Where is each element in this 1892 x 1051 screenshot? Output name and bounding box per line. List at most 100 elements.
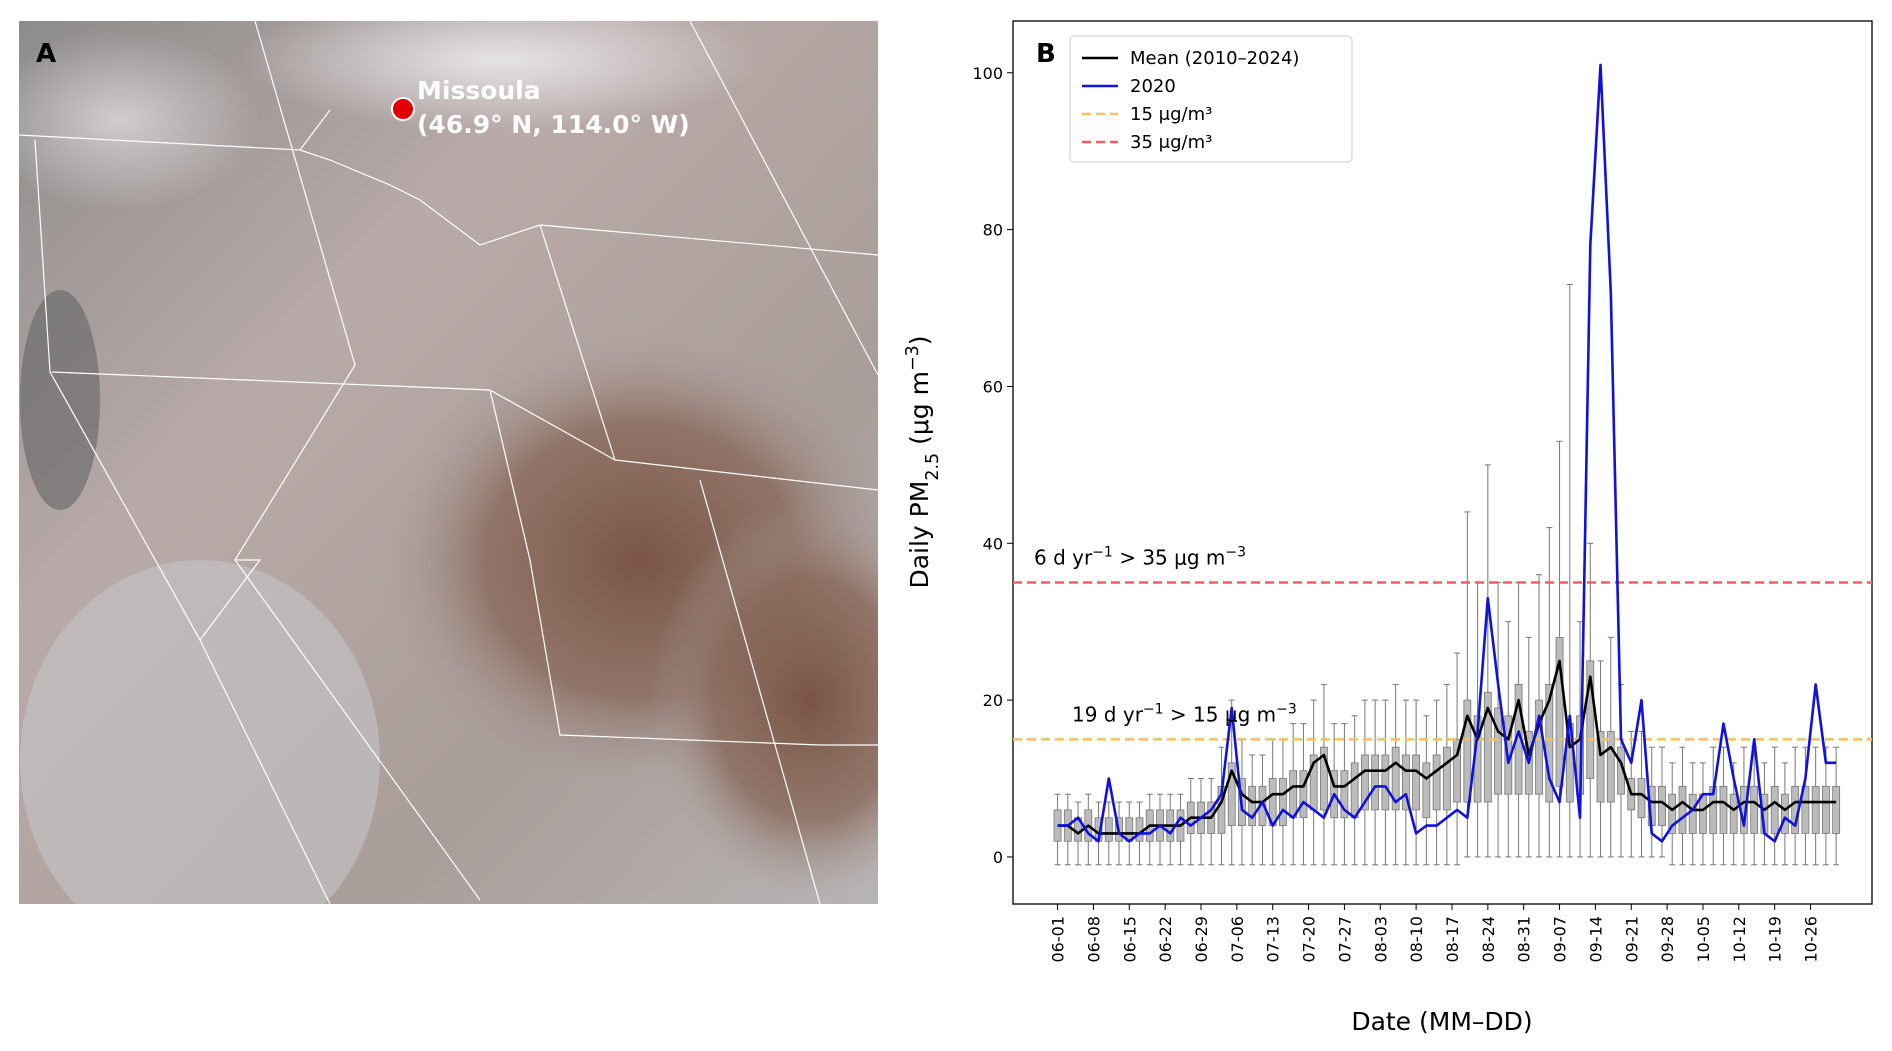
box bbox=[1535, 699, 1543, 795]
city-name: Missoula bbox=[417, 76, 541, 105]
series-line bbox=[1057, 659, 1837, 835]
x-tick-label: 07-06 bbox=[1228, 916, 1247, 963]
city-coords: (46.9° N, 114.0° W) bbox=[417, 110, 690, 139]
x-tick-label: 08-31 bbox=[1515, 916, 1534, 963]
text-part: > 15 μg m bbox=[1164, 702, 1277, 726]
box bbox=[1811, 785, 1820, 834]
x-tick-label: 09-07 bbox=[1551, 916, 1570, 963]
box bbox=[1104, 817, 1113, 842]
box bbox=[1801, 785, 1810, 834]
box bbox=[1688, 793, 1697, 834]
box bbox=[1606, 731, 1615, 803]
legend-label: 2020 bbox=[1130, 76, 1176, 97]
text-part: −3 bbox=[1225, 544, 1246, 560]
text-part: (μg m bbox=[905, 371, 934, 453]
x-tick-label: 10-12 bbox=[1730, 916, 1749, 963]
box bbox=[1320, 746, 1328, 811]
box bbox=[1135, 817, 1144, 842]
text-part: −3 bbox=[903, 345, 923, 371]
box bbox=[1432, 754, 1441, 811]
x-tick-label: 07-27 bbox=[1335, 916, 1354, 963]
box bbox=[1658, 785, 1666, 826]
box bbox=[1832, 785, 1841, 834]
box bbox=[1750, 785, 1759, 834]
x-tick-label: 08-17 bbox=[1443, 916, 1462, 963]
x-tick-label: 09-14 bbox=[1586, 916, 1605, 963]
box bbox=[1442, 746, 1451, 811]
legend-label: Mean (2010–2024) bbox=[1130, 48, 1299, 69]
text-part: > 35 μg m bbox=[1113, 545, 1226, 569]
box bbox=[1422, 762, 1431, 819]
text-part: 6 d yr bbox=[1034, 545, 1093, 569]
plot-frame bbox=[1012, 20, 1873, 905]
text-part: −1 bbox=[1092, 544, 1113, 560]
x-tick-label: 06-29 bbox=[1192, 916, 1211, 963]
x-tick-label: 10-05 bbox=[1694, 916, 1713, 963]
satellite-map bbox=[19, 21, 878, 904]
box bbox=[1279, 778, 1287, 826]
text-part: −3 bbox=[1276, 701, 1297, 717]
box bbox=[1391, 746, 1400, 811]
x-tick-label: 10-19 bbox=[1766, 916, 1785, 963]
box bbox=[1596, 731, 1605, 803]
box bbox=[1637, 778, 1646, 819]
box bbox=[1412, 754, 1421, 811]
x-tick-label: 07-13 bbox=[1264, 916, 1283, 963]
box bbox=[1248, 785, 1257, 826]
legend-label: 15 μg/m³ bbox=[1130, 104, 1212, 125]
series-line bbox=[1057, 63, 1837, 843]
box bbox=[1401, 754, 1410, 811]
x-tick-label: 09-21 bbox=[1622, 916, 1641, 963]
y-tick-label: 0 bbox=[993, 848, 1003, 867]
box bbox=[1453, 738, 1461, 803]
y-tick-label: 60 bbox=[983, 377, 1003, 396]
text-part: Daily PM bbox=[905, 481, 934, 589]
box bbox=[1770, 785, 1779, 834]
box bbox=[1360, 754, 1369, 811]
box bbox=[1555, 636, 1564, 787]
box bbox=[1668, 793, 1677, 834]
x-tick-label: 08-03 bbox=[1371, 916, 1390, 963]
x-tick-label: 06-08 bbox=[1084, 916, 1103, 963]
box bbox=[1227, 762, 1236, 826]
x-axis-label: Date (MM–DD) bbox=[1351, 1007, 1532, 1036]
x-tick-label: 09-28 bbox=[1658, 916, 1677, 963]
text-part: ) bbox=[905, 335, 934, 345]
x-tick-label: 08-10 bbox=[1407, 916, 1426, 963]
y-axis-label: Daily PM2.5 (μg m−3) bbox=[903, 335, 943, 588]
text-part: 2.5 bbox=[923, 453, 943, 481]
legend-label: 35 μg/m³ bbox=[1130, 132, 1212, 153]
box bbox=[1821, 785, 1830, 834]
box bbox=[1729, 793, 1738, 834]
box bbox=[1463, 699, 1472, 803]
box bbox=[1289, 770, 1298, 819]
box bbox=[1350, 762, 1359, 819]
y-tick-label: 80 bbox=[983, 221, 1003, 240]
panel-label: B bbox=[1036, 39, 1056, 69]
x-tick-label: 10-26 bbox=[1802, 916, 1821, 963]
text-part: −1 bbox=[1143, 701, 1164, 717]
y-tick-label: 40 bbox=[983, 534, 1003, 553]
box bbox=[1719, 785, 1728, 834]
panel-label: A bbox=[36, 39, 56, 69]
box bbox=[1586, 660, 1595, 779]
box bbox=[1371, 754, 1380, 811]
legend-box bbox=[1069, 35, 1353, 163]
box bbox=[1125, 817, 1134, 842]
city-marker bbox=[391, 97, 415, 121]
box bbox=[1381, 754, 1390, 811]
y-tick-label: 100 bbox=[972, 64, 1003, 83]
box bbox=[1340, 770, 1349, 819]
y-tick-label: 20 bbox=[983, 691, 1003, 710]
annotation: 6 d yr−1 > 35 μg m−3 bbox=[1034, 544, 1246, 569]
x-tick-label: 06-01 bbox=[1049, 916, 1068, 963]
x-tick-label: 06-15 bbox=[1120, 916, 1139, 963]
box bbox=[1781, 793, 1789, 834]
box bbox=[1678, 785, 1687, 834]
annotation: 19 d yr−1 > 15 μg m−3 bbox=[1072, 701, 1297, 726]
box bbox=[1494, 707, 1502, 795]
box bbox=[1545, 684, 1554, 803]
box bbox=[1299, 770, 1308, 819]
x-tick-label: 07-20 bbox=[1300, 916, 1319, 963]
